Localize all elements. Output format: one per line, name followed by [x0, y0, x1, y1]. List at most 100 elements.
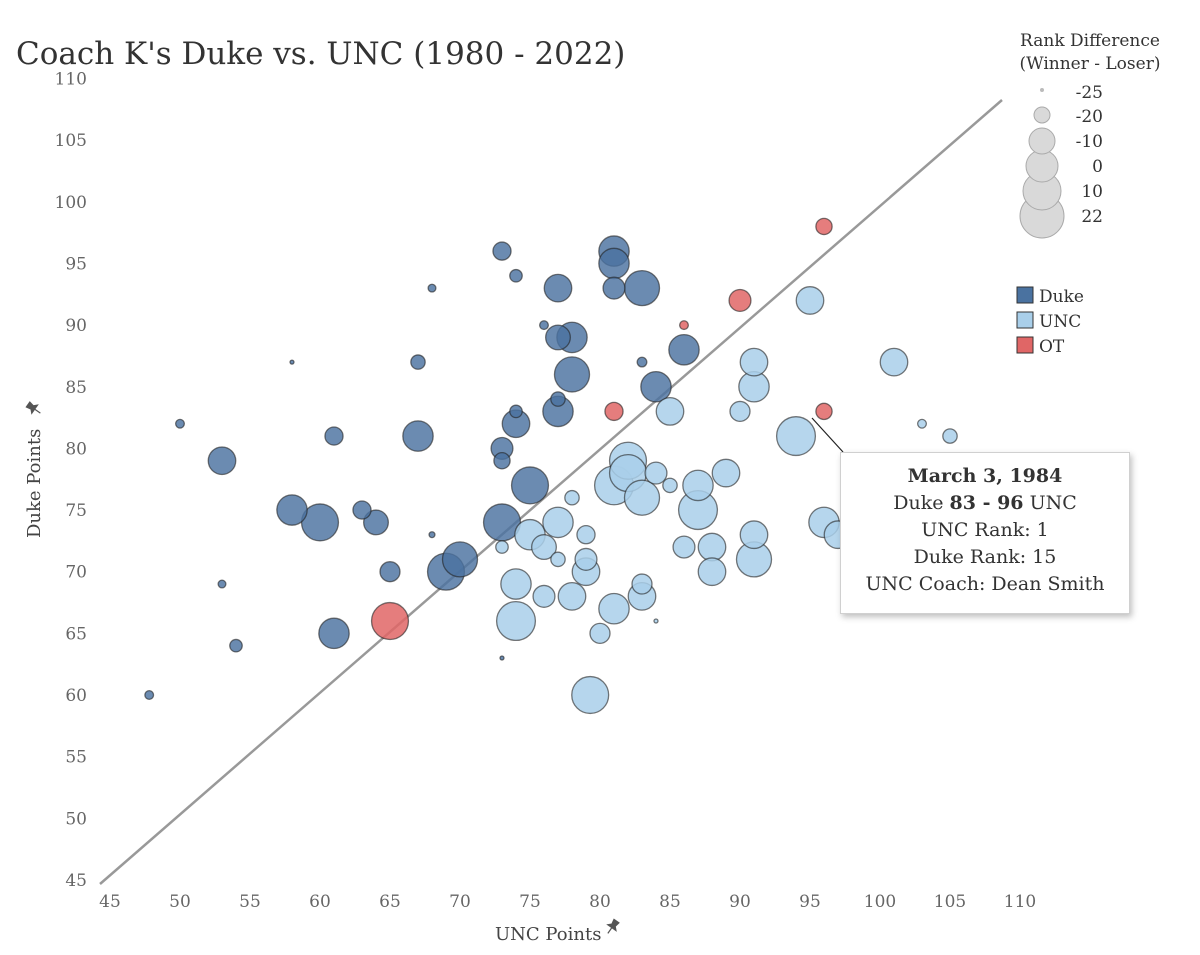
data-point-unc[interactable]: [775, 416, 817, 457]
data-point-unc[interactable]: [655, 397, 685, 426]
data-point-unc[interactable]: [495, 540, 509, 554]
data-point-duke[interactable]: [318, 617, 350, 650]
data-point-duke[interactable]: [640, 370, 672, 403]
data-point-duke[interactable]: [428, 531, 436, 539]
data-point-duke[interactable]: [509, 268, 523, 283]
data-point-unc[interactable]: [574, 547, 598, 571]
tooltip-pointer: [811, 417, 844, 453]
data-point-duke[interactable]: [410, 354, 426, 370]
y-tick-label: 55: [65, 748, 87, 768]
data-point-unc[interactable]: [532, 584, 556, 608]
data-point-duke[interactable]: [602, 276, 626, 300]
data-point-unc[interactable]: [500, 568, 532, 600]
legend-swatch-unc: [1016, 311, 1034, 329]
data-point-unc[interactable]: [697, 532, 727, 562]
legend-label-ot: OT: [1039, 337, 1065, 357]
data-point-duke[interactable]: [636, 356, 648, 368]
data-point-unc[interactable]: [653, 618, 659, 624]
data-point-unc[interactable]: [942, 428, 958, 444]
data-point-duke[interactable]: [363, 509, 389, 536]
data-point-ot[interactable]: [679, 320, 690, 331]
data-point-unc[interactable]: [879, 347, 909, 377]
data-point-duke[interactable]: [543, 273, 573, 303]
data-point-ot[interactable]: [815, 402, 833, 421]
data-point-duke[interactable]: [668, 333, 700, 366]
y-tick-label: 80: [65, 439, 87, 459]
data-points: [144, 217, 958, 715]
data-point-duke[interactable]: [276, 494, 308, 526]
data-point-duke[interactable]: [545, 324, 571, 351]
data-point-unc[interactable]: [623, 479, 661, 516]
data-point-unc[interactable]: [571, 675, 610, 715]
data-point-duke[interactable]: [352, 500, 372, 520]
data-point-unc[interactable]: [576, 525, 596, 545]
data-point-duke[interactable]: [324, 426, 344, 446]
data-point-unc[interactable]: [729, 400, 751, 423]
size-legend-title-line2: (Winner - Loser): [1020, 54, 1161, 74]
data-point-duke[interactable]: [550, 391, 566, 407]
data-point-unc[interactable]: [739, 520, 769, 550]
data-point-duke[interactable]: [229, 638, 243, 653]
y-tick-label: 95: [65, 254, 87, 274]
data-point-duke[interactable]: [441, 541, 479, 578]
data-point-duke[interactable]: [207, 446, 237, 476]
data-point-unc[interactable]: [682, 469, 714, 502]
data-point-duke[interactable]: [623, 269, 661, 307]
legend-swatch-ot: [1016, 336, 1034, 354]
y-tick-label: 45: [65, 871, 87, 891]
size-legend-swatch-minus20: [1033, 106, 1051, 124]
x-tick-label: 90: [729, 892, 751, 912]
data-point-ot[interactable]: [604, 401, 624, 422]
data-point-unc[interactable]: [917, 418, 928, 429]
data-point-duke[interactable]: [379, 561, 401, 583]
x-axis-ticks: 45 50 55 60 65 70 75 80 85 90 95 100 105 110: [99, 892, 1036, 912]
data-point-ot[interactable]: [370, 601, 410, 641]
data-point-duke[interactable]: [539, 320, 550, 331]
data-point-unc[interactable]: [711, 458, 741, 488]
data-point-unc[interactable]: [531, 534, 557, 561]
data-point-unc[interactable]: [550, 551, 566, 568]
data-point-unc[interactable]: [672, 535, 696, 559]
data-point-duke[interactable]: [174, 418, 185, 429]
data-point-unc[interactable]: [542, 506, 574, 539]
data-point-ot[interactable]: [728, 288, 752, 313]
x-tick-label: 110: [1004, 892, 1036, 912]
x-tick-label: 65: [379, 892, 401, 912]
chart-title: Coach K's Duke vs. UNC (1980 - 2022): [16, 36, 625, 72]
data-point-unc[interactable]: [598, 592, 630, 625]
data-point-duke[interactable]: [499, 655, 505, 661]
data-point-duke[interactable]: [217, 579, 227, 589]
data-point-duke[interactable]: [598, 247, 630, 280]
data-point-unc[interactable]: [662, 477, 678, 494]
data-point-duke[interactable]: [510, 466, 550, 505]
data-point-unc[interactable]: [557, 581, 587, 611]
data-point-ot[interactable]: [815, 217, 833, 236]
y-tick-label: 110: [55, 70, 87, 90]
tooltip-unc-rank: UNC Rank: 1: [921, 519, 1049, 541]
data-point-unc[interactable]: [564, 489, 580, 506]
data-point-unc[interactable]: [495, 600, 537, 642]
data-point-duke[interactable]: [553, 356, 591, 393]
y-axis-pin-icon: [25, 401, 41, 415]
data-point-unc[interactable]: [795, 286, 825, 315]
x-tick-label: 80: [589, 892, 611, 912]
size-legend-label: -20: [1076, 107, 1103, 127]
data-point-duke[interactable]: [289, 359, 295, 365]
data-point-duke[interactable]: [493, 451, 511, 470]
x-tick-label: 60: [309, 892, 331, 912]
data-point-duke[interactable]: [402, 420, 434, 452]
tooltip-unc-coach: UNC Coach: Dean Smith: [865, 573, 1105, 595]
data-point-unc[interactable]: [739, 347, 769, 377]
data-point-duke[interactable]: [427, 283, 437, 293]
data-point-unc[interactable]: [644, 461, 668, 485]
x-tick-label: 95: [799, 892, 821, 912]
data-point-duke[interactable]: [144, 690, 155, 701]
data-point-unc[interactable]: [589, 622, 611, 644]
tooltip-duke-rank: Duke Rank: 15: [913, 546, 1057, 568]
data-point-duke[interactable]: [509, 404, 523, 419]
data-point-duke[interactable]: [492, 241, 512, 261]
data-point-unc[interactable]: [697, 557, 727, 587]
x-tick-label: 50: [169, 892, 191, 912]
data-point-unc[interactable]: [631, 573, 653, 595]
